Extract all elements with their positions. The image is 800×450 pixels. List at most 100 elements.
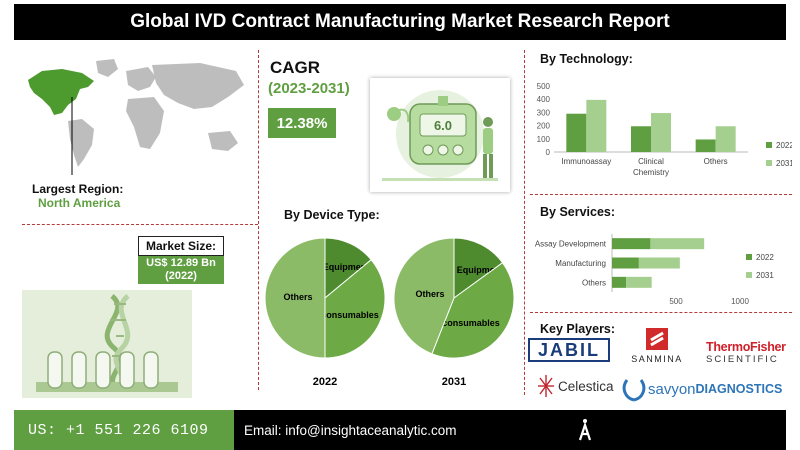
pie-slice-consumables <box>431 262 515 359</box>
divider-right-horizontal-1 <box>530 194 792 195</box>
largest-region-label: Largest Region: <box>32 182 124 196</box>
device-type-header: By Device Type: <box>284 208 380 222</box>
tech-bar-2022 <box>631 126 651 152</box>
services-category-label: Others <box>582 278 606 287</box>
pie-slice-consumables <box>324 259 386 359</box>
divider-left <box>258 50 259 390</box>
tech-bar-2031 <box>715 126 736 152</box>
pie-slice-label: consumables <box>442 318 500 328</box>
pie-slice-label: Others <box>283 292 312 302</box>
pie-slice-label: Others <box>415 289 444 299</box>
technology-header: By Technology: <box>540 52 633 66</box>
pie-slice-label: Equipment <box>323 262 370 272</box>
services-legend-swatch <box>746 272 752 278</box>
insightace-logo-icon <box>578 419 592 441</box>
market-size-year: (2022) <box>165 270 197 282</box>
tech-legend-label: 2031 <box>776 159 792 168</box>
cagr-label: CAGR <box>270 58 321 77</box>
sanmina-logo-mark <box>646 328 668 350</box>
services-bar-2031 <box>626 276 652 288</box>
divider-left-horizontal <box>22 224 258 225</box>
services-legend-swatch <box>746 254 752 260</box>
services-bar-2022 <box>612 276 627 288</box>
cagr-period: (2023-2031) <box>268 80 350 97</box>
device-type-pies: Equipment consumables Others Equipment cons… <box>264 237 515 388</box>
tech-category-label: Immunoassay <box>561 157 611 166</box>
savyon-logo: savyon DIAGNOSTICS <box>622 374 792 404</box>
tech-category-label: Chemistry <box>633 168 669 177</box>
pie-slice-equipment <box>324 237 372 300</box>
pie-slice-others <box>264 237 326 359</box>
europe-region <box>126 67 156 91</box>
celestica-logo: Celestica <box>536 370 616 402</box>
sanmina-logo-text: SANMINA <box>631 354 683 364</box>
africa-region <box>126 97 164 149</box>
services-category-label: Manufacturing <box>555 259 606 268</box>
tech-y-tick: 0 <box>546 148 551 157</box>
pie-slice-label: Equipment <box>457 265 504 275</box>
services-bar-2031 <box>638 257 680 269</box>
pie-2031: Equipment consumables Others <box>393 237 515 359</box>
tech-bar-2031 <box>586 99 607 152</box>
celestica-logo-mark <box>538 375 554 397</box>
page-title: Global IVD Contract Manufacturing Market… <box>14 4 786 40</box>
device-illustration-frame: 6.0 <box>370 78 510 192</box>
pie-2022: Equipment consumables Others <box>264 237 386 359</box>
market-size-label: Market Size: <box>138 236 224 256</box>
footer-email: Email: info@insightaceanalytic.com <box>244 422 457 438</box>
market-size-box: US$ 12.89 Bn (2022) <box>138 256 224 284</box>
jabil-logo-text: JABIL <box>537 339 600 360</box>
services-x-tick: 1000 <box>731 297 749 306</box>
tech-bar-2022 <box>566 113 587 152</box>
tech-legend-label: 2022 <box>776 141 792 150</box>
tech-legend-swatch <box>766 160 772 166</box>
north-america-region <box>28 69 94 115</box>
tech-y-tick: 100 <box>537 135 551 144</box>
savyon-logo-subtext: DIAGNOSTICS <box>695 382 783 396</box>
tech-y-tick: 300 <box>537 108 551 117</box>
tech-y-tick: 400 <box>537 95 551 104</box>
thermofisher-logo-subtext: SCIENTIFIC <box>706 354 779 365</box>
services-x-tick: 500 <box>669 297 683 306</box>
tech-bar-2031 <box>651 113 671 152</box>
tech-category-label: Clinical <box>638 157 664 166</box>
services-bar-2031 <box>650 238 705 250</box>
divider-right-horizontal-2 <box>530 312 792 313</box>
asia-region <box>152 63 244 109</box>
services-bar-chart: 500 1000 Assay Development Manufacturing Oth… <box>535 234 774 306</box>
dna-test-tubes-image <box>22 290 192 398</box>
services-legend-label: 2031 <box>756 271 774 280</box>
cagr-value: 12.38% <box>268 108 336 138</box>
world-map <box>28 59 244 175</box>
australia-region <box>208 131 238 151</box>
tech-bar-2022 <box>695 139 716 152</box>
pie-slice-label: consumables <box>321 310 379 320</box>
pie-2022-year-label: 2022 <box>313 376 337 388</box>
thermofisher-logo: ThermoFisher SCIENTIFIC <box>706 340 792 368</box>
tech-legend-swatch <box>766 142 772 148</box>
greenland-region <box>96 59 118 77</box>
south-america-region <box>68 119 94 167</box>
services-category-label: Assay Development <box>535 240 607 249</box>
technology-bar-chart: 0 100 200 300 400 500 Immunoassay Clinical Chemi… <box>537 82 792 177</box>
pie-2031-year-label: 2031 <box>442 376 466 388</box>
savyon-logo-text: savyon <box>648 380 696 398</box>
tech-y-tick: 200 <box>537 122 551 131</box>
tech-y-tick: 500 <box>537 82 551 91</box>
celestica-logo-text: Celestica <box>558 378 614 394</box>
services-bar-2022 <box>612 238 651 250</box>
sanmina-logo: SANMINA <box>626 328 688 368</box>
services-header: By Services: <box>540 205 616 219</box>
jabil-logo: JABIL <box>528 338 610 362</box>
pie-slice-others <box>393 237 455 355</box>
market-size-value: US$ 12.89 Bn <box>146 257 216 269</box>
services-bar-2022 <box>612 257 639 269</box>
pie-slice-equipment <box>453 237 504 299</box>
device-reading: 6.0 <box>434 118 452 133</box>
divider-right <box>524 50 525 395</box>
services-legend-label: 2022 <box>756 253 774 262</box>
footer-phone: US: +1 551 226 6109 <box>14 410 234 450</box>
largest-region-value: North America <box>38 196 121 210</box>
thermofisher-logo-text: ThermoFisher <box>706 340 786 354</box>
tech-category-label: Others <box>704 157 728 166</box>
